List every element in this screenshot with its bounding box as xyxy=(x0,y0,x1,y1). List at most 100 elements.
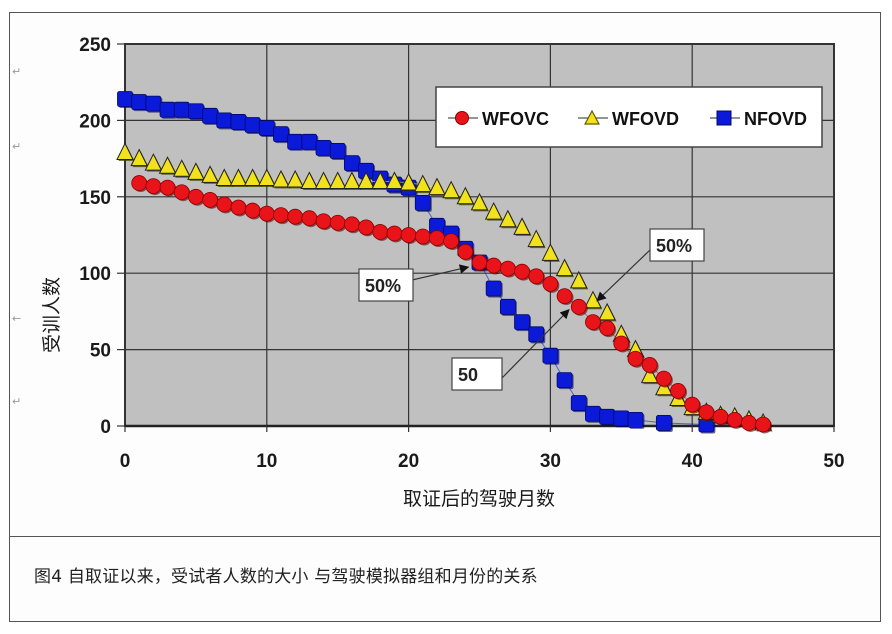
circle-marker-icon xyxy=(443,233,460,250)
triangle-marker-icon xyxy=(172,159,191,177)
triangle-marker-icon xyxy=(272,169,290,188)
square-marker-icon xyxy=(329,143,346,159)
circle-marker-icon xyxy=(244,202,261,219)
figure-caption: 图4 自取证以来，受试者人数的大小 与驾驶模拟器组和月份的关系 xyxy=(34,567,538,587)
square-marker-icon xyxy=(514,314,530,330)
circle-marker-icon xyxy=(230,199,247,216)
circle-marker-icon xyxy=(485,257,502,274)
triangle-marker-icon xyxy=(158,156,177,174)
square-marker-icon xyxy=(655,415,672,431)
square-marker-icon xyxy=(485,280,502,297)
circle-marker-icon xyxy=(585,314,601,330)
legend-label: WFOVD xyxy=(612,109,679,129)
circle-marker-icon xyxy=(343,216,360,233)
circle-marker-icon xyxy=(599,320,616,337)
series-wfovc xyxy=(131,175,773,434)
circle-marker-icon xyxy=(542,275,559,292)
circle-marker-icon xyxy=(670,382,686,399)
triangle-marker-icon xyxy=(215,168,234,186)
square-marker-icon xyxy=(258,120,275,136)
return-mark-icon: ↵ xyxy=(12,65,21,78)
legend-item-wfovd: WFOVD xyxy=(578,109,679,129)
square-marker-icon xyxy=(145,95,162,112)
x-tick-label: 0 xyxy=(120,451,131,472)
circle-marker-icon xyxy=(329,214,346,231)
x-axis-title: 取证后的驾驶月数 xyxy=(403,488,555,510)
triangle-marker-icon xyxy=(243,168,262,186)
return-mark-icon: ↵ xyxy=(12,395,21,408)
circle-marker-icon xyxy=(372,224,389,240)
square-marker-icon xyxy=(613,410,630,427)
square-marker-icon xyxy=(542,347,559,364)
triangle-marker-icon xyxy=(343,171,361,190)
square-marker-icon xyxy=(599,408,616,425)
square-marker-icon xyxy=(627,411,644,428)
circle-marker-icon xyxy=(400,227,417,243)
square-marker-icon xyxy=(273,126,289,143)
square-marker-icon xyxy=(585,405,601,422)
triangle-marker-icon xyxy=(257,168,276,186)
triangle-marker-icon xyxy=(456,186,475,205)
annotation-callout: 50% xyxy=(358,264,470,302)
y-tick-label: 0 xyxy=(100,417,111,438)
circle-marker-icon xyxy=(514,263,530,280)
triangle-marker-icon xyxy=(314,171,333,190)
y-tick-label: 50 xyxy=(90,341,111,362)
x-tick-label: 10 xyxy=(256,451,277,472)
circle-marker-icon xyxy=(301,210,318,227)
circle-marker-icon xyxy=(159,179,176,196)
triangle-marker-icon xyxy=(513,217,531,235)
annotation-label: 50% xyxy=(365,276,401,296)
x-axis-ticks: 0 10 20 30 40 50 xyxy=(120,426,845,472)
annotation-label: 50 xyxy=(458,365,478,385)
square-marker-icon xyxy=(173,101,190,118)
circle-marker-icon xyxy=(613,335,630,352)
legend: WFOVC WFOVD NFOVD xyxy=(435,86,823,148)
triangle-marker-icon xyxy=(541,243,560,261)
circle-marker-icon xyxy=(273,207,289,224)
circle-marker-icon xyxy=(414,228,431,245)
data-series xyxy=(116,91,773,434)
square-marker-icon xyxy=(159,101,176,118)
circle-marker-icon xyxy=(145,178,162,195)
x-tick-label: 50 xyxy=(823,451,844,472)
square-marker-icon xyxy=(315,140,332,156)
triangle-marker-icon xyxy=(357,171,375,190)
triangle-marker-icon xyxy=(300,171,319,190)
triangle-marker-icon xyxy=(130,148,148,167)
circle-marker-icon xyxy=(641,356,658,373)
annotation-label: 50% xyxy=(656,236,692,256)
annotation-box xyxy=(358,268,414,302)
circle-marker-icon xyxy=(258,205,275,222)
triangle-marker-icon xyxy=(499,209,517,228)
triangle-marker-icon xyxy=(229,168,248,186)
square-marker-icon xyxy=(528,326,545,343)
triangle-marker-icon xyxy=(527,229,546,248)
annotation-callout: 50% xyxy=(596,228,705,302)
square-marker-icon xyxy=(556,372,573,389)
triangle-marker-icon xyxy=(187,162,205,180)
circle-marker-icon xyxy=(755,416,771,433)
circle-marker-icon xyxy=(627,350,644,367)
annotation-box xyxy=(649,228,705,262)
y-tick-label: 100 xyxy=(79,264,111,285)
triangle-marker-icon xyxy=(569,270,588,289)
annotation-callout: 50 xyxy=(451,309,570,391)
y-tick-label: 200 xyxy=(79,111,111,132)
triangle-marker-icon xyxy=(413,174,432,193)
legend-box xyxy=(435,86,823,148)
circle-marker-icon xyxy=(457,243,474,260)
circle-marker-icon xyxy=(528,268,545,285)
square-marker-icon xyxy=(244,117,261,133)
series-wfovd xyxy=(116,142,773,432)
triangle-marker-icon xyxy=(144,153,163,171)
circle-marker-icon xyxy=(315,213,332,230)
triangle-marker-icon xyxy=(470,192,489,211)
circle-marker-icon xyxy=(499,260,516,277)
square-marker-icon xyxy=(117,91,133,107)
triangle-marker-icon xyxy=(286,169,304,188)
triangle-marker-icon xyxy=(555,258,574,277)
x-tick-label: 30 xyxy=(540,451,561,472)
circle-marker-icon xyxy=(287,208,304,225)
